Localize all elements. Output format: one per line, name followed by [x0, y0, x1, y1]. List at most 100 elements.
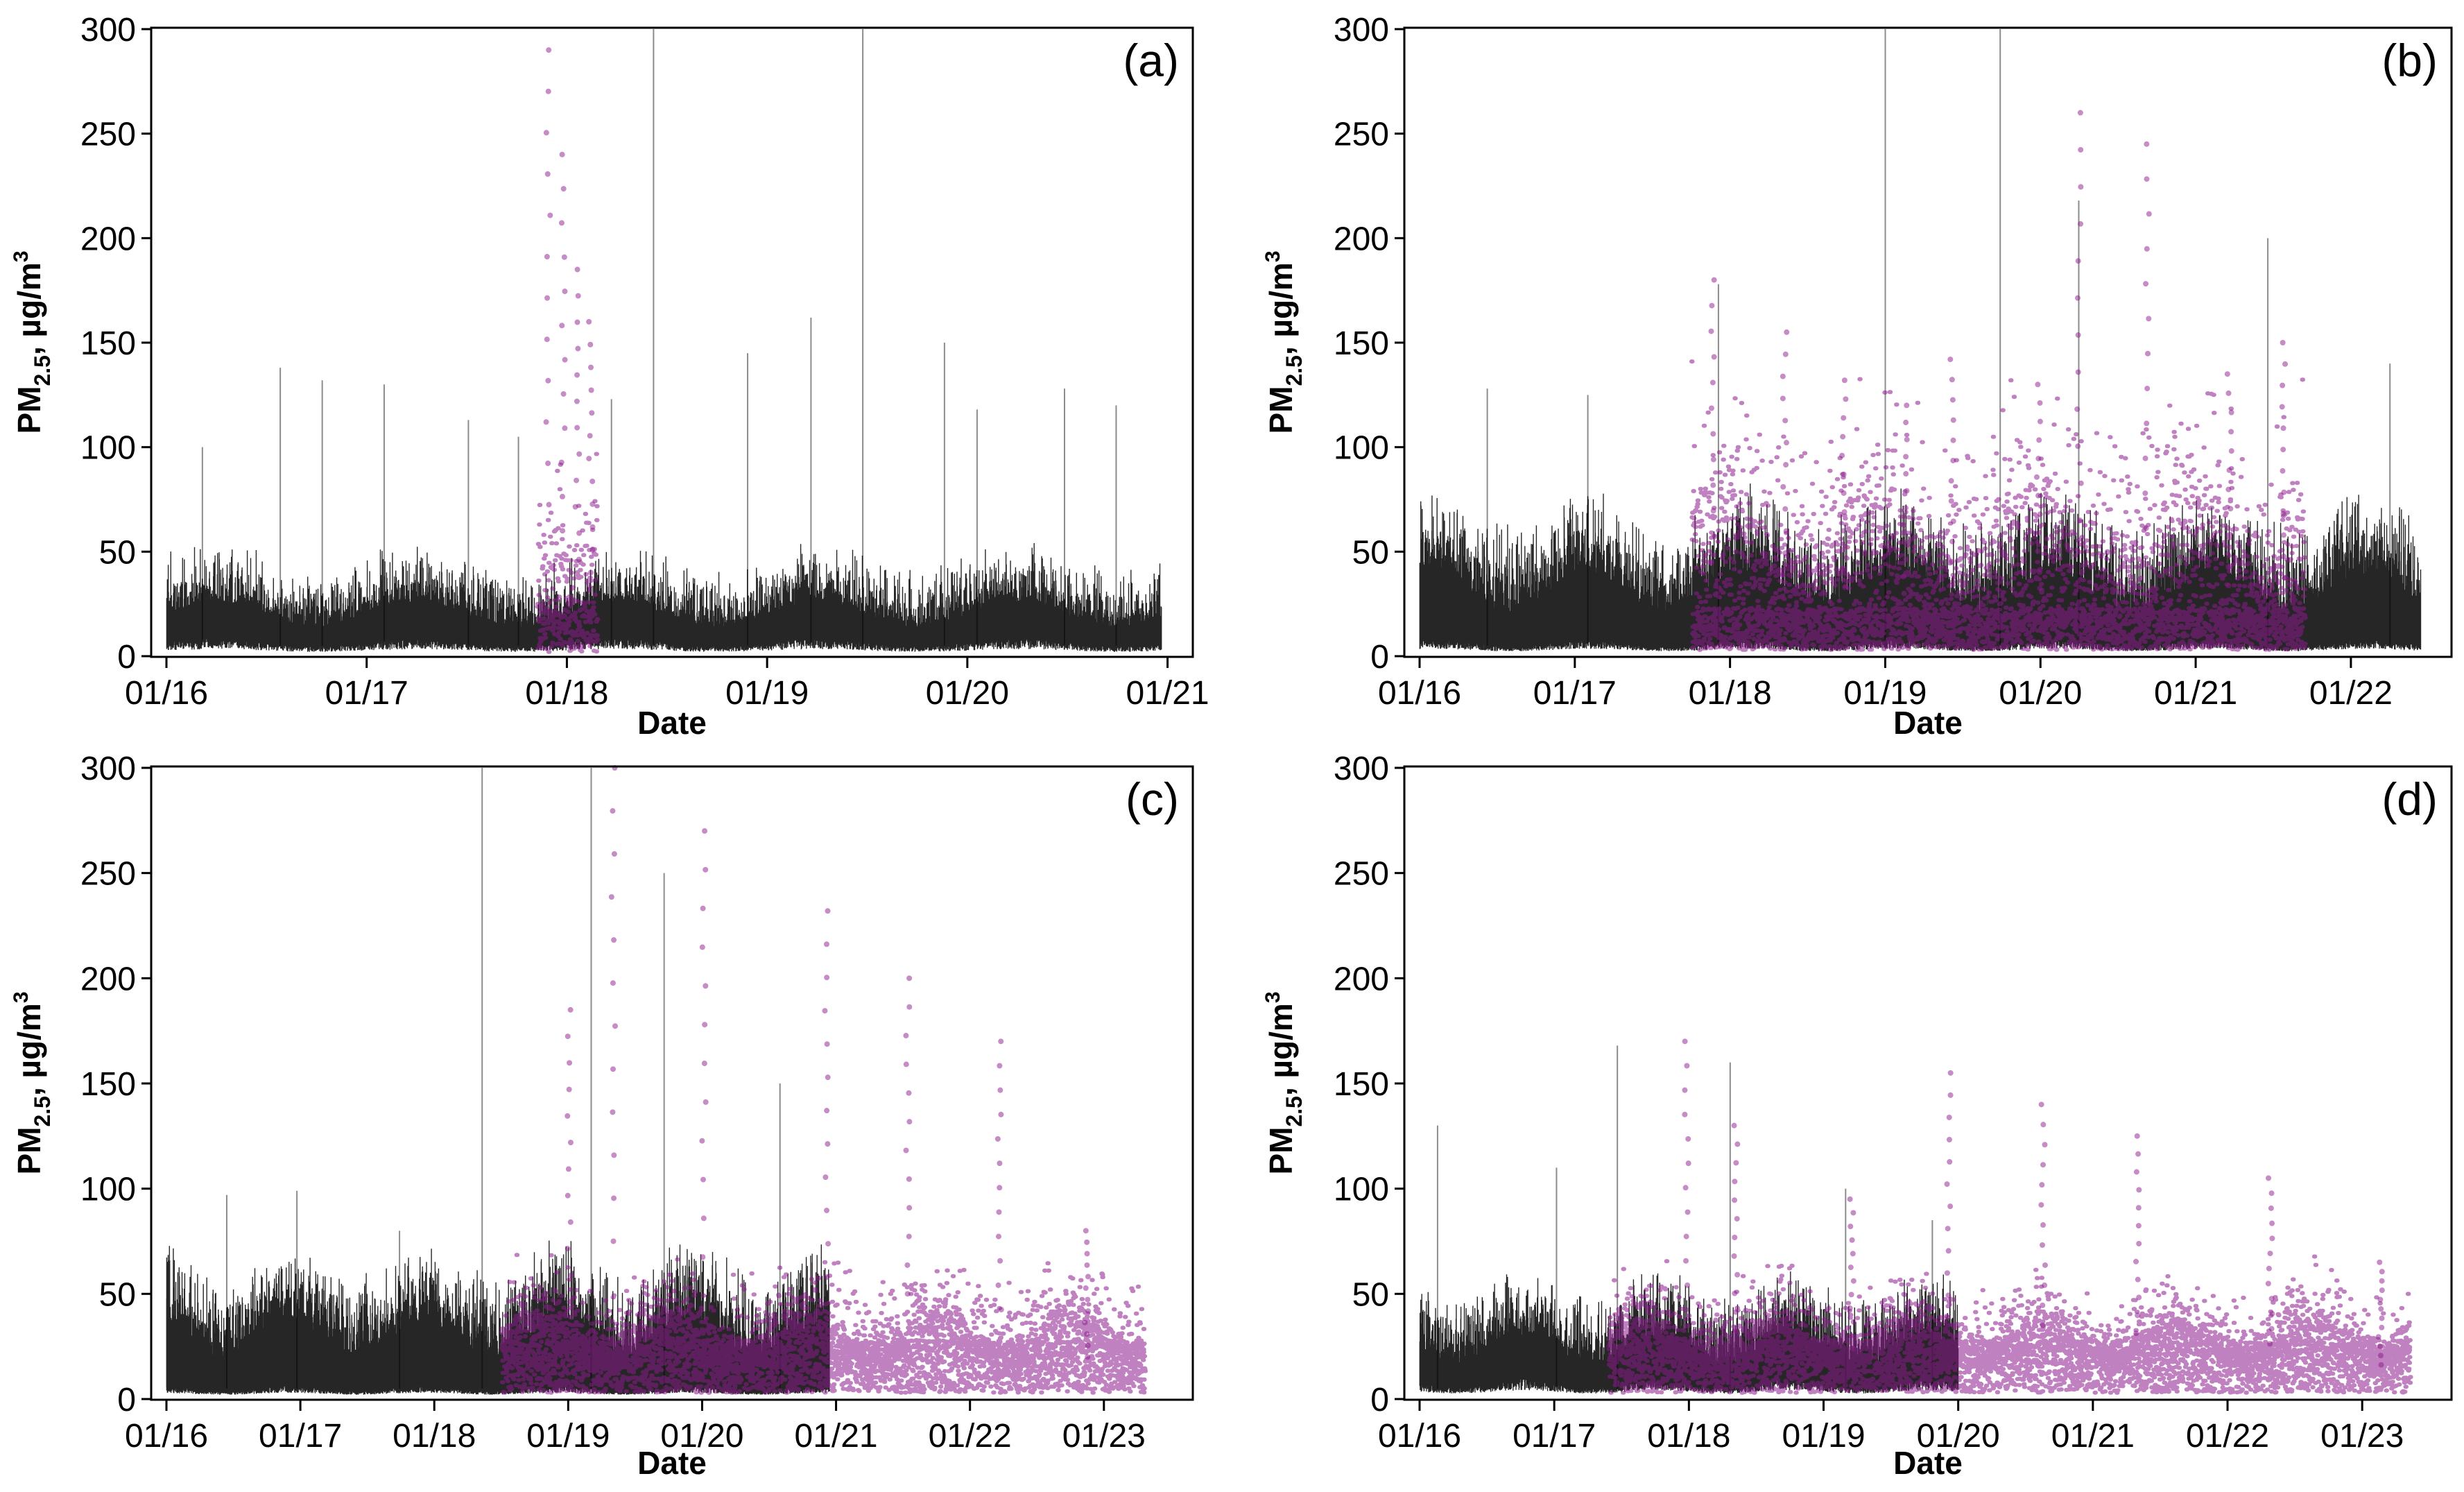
panel-b-spike-point [2142, 455, 2148, 461]
y-title-main: PM [11, 386, 47, 434]
panel-a-spike-point [589, 410, 595, 416]
panel-b-spike-point [2078, 146, 2084, 153]
panel-a-spike-point [545, 88, 551, 94]
panel-a-x-axis-title: Date [637, 705, 707, 741]
panel-b-spike-point [2227, 544, 2233, 550]
panel-b-spike-point [2225, 583, 2232, 589]
panel-c-spike-point [904, 1262, 911, 1268]
panel-b-spike-point [2035, 548, 2041, 554]
panel-a-spike-point [543, 130, 549, 136]
panel-b-spike-point [2035, 492, 2042, 499]
panel-c-spike-point [612, 1023, 619, 1029]
panel-d-spike-point [1945, 1314, 1951, 1321]
panel-b-y-tick-label: 150 [1334, 325, 1389, 362]
panel-d-label: (d) [2381, 773, 2438, 825]
panel-a-y-tick-label: 100 [80, 430, 136, 467]
panel-b-spike-point [2035, 381, 2041, 388]
panel-c-y-tick-label: 200 [80, 961, 136, 997]
panel-b-spike-point [2033, 474, 2040, 480]
panel-a-spike-point [574, 398, 580, 404]
panel-c-spike-point [825, 1241, 832, 1247]
panel-d-spike-point [1682, 1185, 1689, 1191]
panel-d-spike-point [1682, 1038, 1688, 1045]
panel-b-spike-point [2075, 332, 2081, 338]
y-title-subscript: 2.5 [1282, 1096, 1307, 1126]
panel-d-spike-point [2266, 1175, 2272, 1181]
panel-d-spike-point [2133, 1258, 2139, 1264]
panel-d-purple-points [1606, 1254, 2413, 1395]
panel-c-spike-point [610, 808, 616, 814]
panel-d-x-tick-label: 01/18 [1647, 1418, 1730, 1455]
panel-b-spike-point [2282, 361, 2289, 367]
panel-d-spike-point [2378, 1362, 2384, 1368]
panel-b-spike-point [1782, 418, 1789, 424]
panel-a-spike-point [575, 345, 581, 352]
panel-a: 0 50 100 150 200 250 300 01/16 01/17 01/18 01/19 01… [10, 12, 1209, 741]
panel-a-spike-point [544, 171, 551, 177]
panel-d-spike-point [1682, 1087, 1688, 1093]
panel-b-spike-point [1709, 379, 1716, 386]
panel-b-spike-point [2225, 486, 2232, 492]
panel-b-spike-point [1783, 528, 1789, 534]
panel-d-spike-point [2040, 1242, 2046, 1249]
panel-c-spike-point [998, 1307, 1004, 1313]
panel-a-spike-point [587, 569, 594, 576]
panel-c-spike-point [995, 1233, 1001, 1240]
y-title-main: PM [1263, 1127, 1299, 1175]
panel-d-spike-point [2042, 1282, 2048, 1288]
panel-d-spike-point [1731, 1253, 1737, 1259]
panel-d-spike-point [2267, 1251, 2273, 1257]
panel-b-x-tick-label: 01/16 [1378, 675, 1461, 712]
panel-b-spike-point [2037, 567, 2043, 573]
y-title-main: PM [11, 1127, 47, 1175]
y-title-main: PM [1263, 386, 1299, 434]
panel-c-spike-point [1085, 1354, 1091, 1360]
panel-d-spike-point [1732, 1234, 1738, 1240]
panel-a-spike-point [558, 459, 565, 465]
panel-c: 0 50 100 150 200 250 300 01/16 01/17 01/18 01/19 01… [10, 751, 1194, 1481]
panel-b-spike-point [1842, 584, 1848, 590]
panel-a-y-tick-label: 250 [80, 117, 136, 153]
panel-b-spike-point [2282, 575, 2288, 581]
panel-a-spike-point [546, 501, 552, 508]
panel-c-x-tick-label: 01/17 [259, 1418, 342, 1455]
panel-d-spike-point [2133, 1330, 2139, 1337]
panel-b-spike-point [2146, 211, 2152, 217]
panel-b-spike-point [1949, 397, 1956, 403]
panel-b-spike-point [1839, 452, 1845, 458]
panel-b-y-tick-label: 250 [1334, 117, 1389, 153]
panel-d-x-tick-label: 01/19 [1782, 1418, 1865, 1455]
panel-d-x-tick-label: 01/17 [1513, 1418, 1596, 1455]
panel-d-spike-point [1947, 1092, 1954, 1098]
panel-d-spike-point [2136, 1294, 2142, 1301]
panel-d-spike-point [2136, 1240, 2142, 1246]
panel-b-spike-point [2075, 369, 2081, 375]
panel-c-spike-point [700, 1215, 707, 1221]
y-title-superscript: 3 [1261, 250, 1284, 262]
panel-c-spike-point [824, 1041, 830, 1047]
panel-b-spike-point [1903, 454, 1909, 460]
panel-a-spike-point [576, 451, 583, 457]
panel-c-x-tick-label: 01/16 [125, 1418, 208, 1455]
panel-d-spike-point [2040, 1322, 2046, 1328]
panel-d-spike-point [1732, 1197, 1738, 1203]
panel-c-spike-point [906, 1233, 912, 1240]
panel-c-spike-point [906, 1004, 913, 1010]
panel-b-spike-point [1903, 420, 1909, 426]
panel-a-x-tick-label: 01/16 [125, 675, 208, 712]
panel-a-spike-point [576, 530, 583, 536]
panel-d-spike-point [2040, 1222, 2047, 1228]
panel-d-spike-point [2268, 1296, 2275, 1302]
panel-c-spike-point [699, 1138, 705, 1144]
panel-d-x-tick-label: 01/16 [1378, 1418, 1461, 1455]
panel-c-label: (c) [1126, 773, 1179, 825]
panel-b-spike-point [1903, 556, 1909, 563]
panel-d-x-tick-label: 01/22 [2186, 1418, 2269, 1455]
panel-d-spike-point [1685, 1282, 1691, 1288]
panel-d-spike-point [1732, 1290, 1738, 1296]
panel-b-spike-point [2279, 404, 2285, 410]
panel-d-y-tick-label: 50 [1352, 1276, 1389, 1313]
panel-d-x-axis-title: Date [1893, 1445, 1963, 1481]
panel-b-spike-point [1780, 373, 1786, 379]
